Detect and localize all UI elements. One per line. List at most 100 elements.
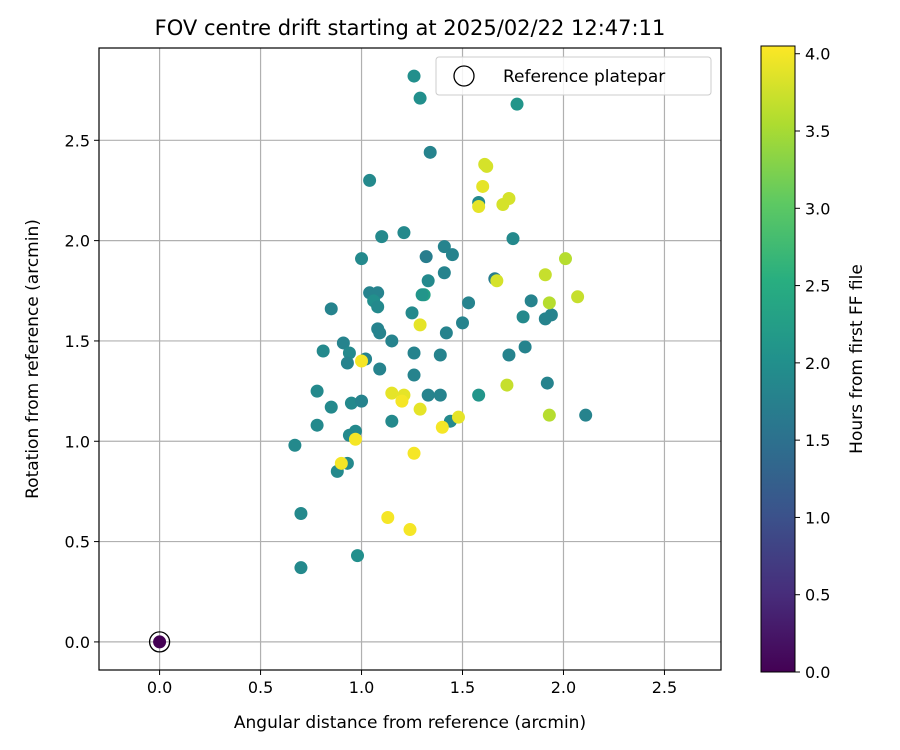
data-point <box>419 250 433 264</box>
data-point <box>407 368 421 382</box>
data-point <box>506 232 520 246</box>
data-point <box>510 97 524 111</box>
grid <box>99 48 721 670</box>
data-point <box>355 252 369 266</box>
plot-frame <box>98 47 722 671</box>
data-point <box>516 310 530 324</box>
legend: Reference platepar <box>435 56 712 96</box>
data-point <box>524 294 538 308</box>
data-point <box>579 408 593 422</box>
data-point <box>472 200 486 214</box>
data-point <box>490 274 504 288</box>
data-point <box>407 69 421 83</box>
reference-point-marker <box>153 635 167 649</box>
data-point <box>462 296 476 310</box>
y-tick-label: 1.5 <box>65 332 90 351</box>
data-point <box>350 549 364 563</box>
x-axis-label: Angular distance from reference (arcmin) <box>234 713 586 733</box>
data-point <box>348 432 362 446</box>
data-point <box>413 402 427 416</box>
colorbar-tick-label: 0.0 <box>805 663 830 682</box>
legend-entry-label: Reference platepar <box>503 67 665 87</box>
data-point <box>502 348 516 362</box>
data-point <box>439 326 453 340</box>
reference-ring <box>148 631 171 653</box>
data-point <box>385 414 399 428</box>
reference-point <box>148 631 171 653</box>
data-point <box>324 400 338 414</box>
y-tick-label: 2.0 <box>65 232 90 251</box>
colorbar-tick-label: 4.0 <box>805 45 830 64</box>
y-tick-label: 2.5 <box>65 131 90 150</box>
legend-box <box>435 56 712 96</box>
data-point <box>542 296 556 310</box>
x-tick-label: 0.0 <box>147 678 172 697</box>
data-point <box>363 173 377 187</box>
chart-title: FOV centre drift starting at 2025/02/22 … <box>155 16 666 40</box>
data-point <box>403 523 417 537</box>
data-point <box>294 561 308 575</box>
data-point <box>423 145 437 159</box>
colorbar-tick-label: 2.0 <box>805 354 830 373</box>
data-point <box>433 388 447 402</box>
data-point <box>385 334 399 348</box>
x-tick-label: 0.5 <box>248 678 273 697</box>
colorbar-label: Hours from first FF file <box>847 264 867 454</box>
y-tick-label: 0.5 <box>65 533 90 552</box>
data-point <box>397 226 411 240</box>
data-point <box>324 302 338 316</box>
data-point <box>294 506 308 520</box>
data-point <box>472 388 486 402</box>
colorbar-ticks: 0.0 0.5 1.0 1.5 2.0 2.5 3.0 3.5 4.0 <box>795 45 830 682</box>
data-point <box>336 336 350 350</box>
colorbar: 0.0 0.5 1.0 1.5 2.0 2.5 3.0 3.5 4.0 Hours from f… <box>760 45 867 682</box>
data-point <box>288 438 302 452</box>
colorbar-tick-label: 2.5 <box>805 277 830 296</box>
data-point <box>413 91 427 105</box>
x-tick-label: 1.0 <box>349 678 374 697</box>
data-point <box>538 312 552 326</box>
data-point <box>445 248 459 262</box>
y-tick-label: 1.0 <box>65 432 90 451</box>
data-point <box>500 378 514 392</box>
data-point <box>538 268 552 282</box>
data-point <box>480 159 494 173</box>
data-point <box>381 511 395 525</box>
x-tick-label: 2.5 <box>652 678 677 697</box>
data-point <box>437 240 451 254</box>
data-point <box>571 290 585 304</box>
colorbar-tick-label: 0.5 <box>805 586 830 605</box>
data-point <box>518 340 532 354</box>
data-point <box>371 300 385 314</box>
data-point <box>476 179 490 193</box>
colorbar-tick-label: 1.5 <box>805 431 830 450</box>
colorbar-gradient <box>760 45 796 673</box>
data-points <box>288 69 593 575</box>
y-tick-label: 0.0 <box>65 633 90 652</box>
y-ticks: 0.0 0.5 1.0 1.5 2.0 2.5 <box>65 131 99 652</box>
data-point <box>413 318 427 332</box>
data-point <box>456 316 470 330</box>
colorbar-tick-label: 3.5 <box>805 122 830 141</box>
x-tick-label: 2.0 <box>551 678 576 697</box>
colorbar-tick-label: 3.0 <box>805 199 830 218</box>
legend-marker-icon <box>453 65 475 87</box>
data-point <box>542 408 556 422</box>
data-point <box>344 396 358 410</box>
data-point <box>373 362 387 376</box>
data-point <box>355 394 369 408</box>
data-point <box>342 346 356 360</box>
data-point <box>375 230 389 244</box>
data-point <box>407 346 421 360</box>
colorbar-tick-label: 1.0 <box>805 508 830 527</box>
data-point <box>355 354 369 368</box>
data-point <box>316 344 330 358</box>
data-point <box>435 420 449 434</box>
data-point <box>373 326 387 340</box>
data-point <box>405 306 419 320</box>
data-point <box>540 376 554 390</box>
data-point <box>433 348 447 362</box>
data-point <box>395 394 409 408</box>
data-point <box>421 274 435 288</box>
